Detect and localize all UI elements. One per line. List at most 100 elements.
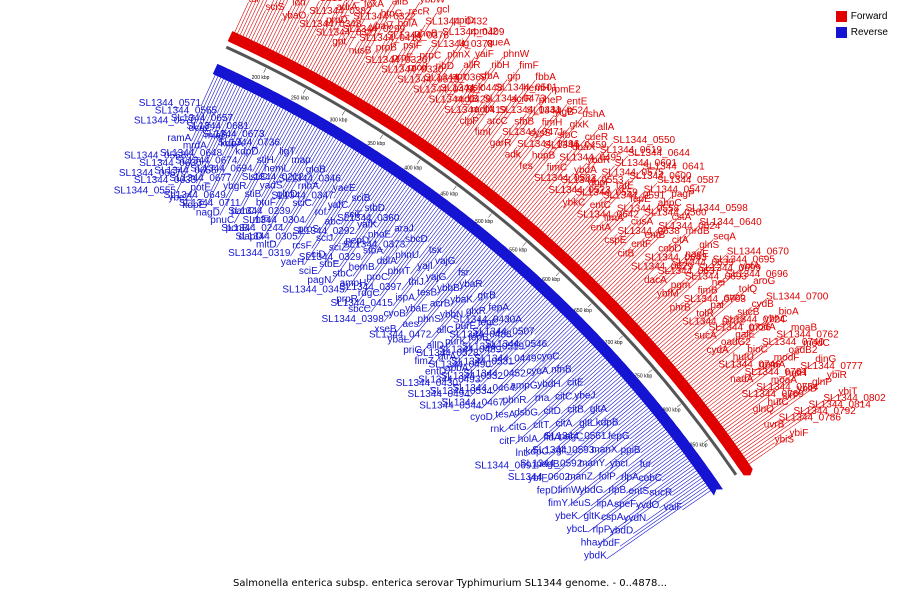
connector-line: [379, 211, 444, 297]
gene-label: fimZ: [414, 356, 433, 367]
gene-label: apbA: [445, 363, 469, 374]
connector-line: [305, 10, 337, 68]
connector-line: [595, 375, 622, 399]
gene-label: fes: [519, 161, 532, 172]
connector-line: [480, 305, 555, 383]
gene-label: SL1344_0430: [396, 378, 459, 389]
connector-line: [344, 191, 418, 293]
gene-label: queA: [487, 37, 511, 48]
gene-label: SL1344_0513: [397, 74, 460, 85]
connector-line: [342, 4, 392, 89]
connector-line: [523, 312, 561, 350]
gene-label: SL1344_0553: [561, 175, 624, 186]
gene-label: hemH: [523, 83, 550, 94]
gene-label: aes: [402, 319, 418, 330]
gene-label: ybfA: [740, 261, 760, 272]
connector-line: [505, 137, 558, 201]
connector-line: [606, 487, 709, 559]
gene-label: tesB: [417, 288, 437, 299]
connector-line: [672, 475, 701, 496]
gene-label: yaeE: [333, 183, 356, 194]
connector-line: [587, 458, 688, 533]
connector-line: [571, 348, 597, 373]
gene-label: entB: [645, 230, 666, 241]
gene-label: SL1344_0452: [463, 368, 526, 379]
gene-label: fimC: [547, 163, 568, 174]
tick-label: 300 kbp: [330, 118, 348, 124]
connector-line: [437, 56, 504, 150]
connector-line: [594, 408, 649, 454]
connector-line: [626, 256, 686, 313]
connector-line: [490, 303, 553, 368]
connector-line: [592, 196, 672, 278]
gene-label: dacA: [644, 275, 667, 286]
connector-line: [440, 123, 460, 151]
connector-line: [649, 293, 698, 338]
gene-label: fimI: [475, 127, 491, 138]
connector-line: [479, 102, 540, 180]
connector-line: [515, 170, 547, 209]
gene-label: moaB: [791, 322, 817, 333]
gene-label: stiH: [257, 155, 274, 166]
connector-line: [484, 157, 505, 184]
gene-label: moaA: [771, 375, 797, 386]
gene-label: yvdN: [624, 513, 647, 524]
connector-line: [626, 450, 683, 494]
connector-line: [366, 60, 393, 103]
connector-line: [667, 283, 754, 358]
gene-label: SL1344_0473: [483, 94, 546, 105]
connector-line: [534, 309, 559, 335]
gene-label: pnuC: [210, 215, 234, 226]
connector-line: [472, 262, 508, 303]
connector-line: [256, 0, 278, 43]
connector-line: [267, 118, 302, 181]
tick-mark: [263, 68, 267, 73]
connector-line: [288, 126, 316, 172]
gene-label: aroG: [753, 276, 775, 287]
connector-line: [488, 136, 530, 188]
connector-line: [399, 68, 436, 124]
connector-line: [295, 124, 313, 155]
connector-line: [445, 101, 484, 155]
connector-line: [613, 453, 685, 507]
gene-label: SL1344_0641: [642, 162, 705, 173]
connector-line: [726, 411, 753, 432]
connector-line: [413, 204, 435, 232]
tick-mark: [379, 134, 383, 140]
gene-label: hutC: [768, 397, 789, 408]
connector-line: [491, 125, 543, 190]
connector-line: [700, 337, 777, 398]
connector-line: [565, 169, 643, 253]
tick-mark: [587, 303, 592, 308]
connector-line: [618, 403, 645, 426]
connector-line: [610, 470, 697, 533]
gene-label: glnQ: [753, 404, 774, 415]
gene-label: dapD: [239, 231, 263, 242]
connector-line: [440, 254, 499, 323]
tick-mark: [648, 369, 653, 373]
gene-label: prpC: [420, 51, 442, 62]
connector-line: [571, 396, 639, 454]
connector-line: [353, 38, 387, 95]
gene-label: recR: [409, 6, 430, 17]
gene-label: glxR: [466, 306, 486, 317]
gene-label: lon: [292, 0, 305, 8]
forward-connector-lines: [234, 0, 839, 465]
connector-line: [311, 159, 370, 249]
connector-line: [540, 205, 563, 231]
gene-label: miaB: [205, 131, 228, 142]
gene-label: SL1344_0478: [413, 84, 476, 95]
connector-line: [649, 463, 692, 495]
gene-label: bioA: [779, 307, 799, 318]
connector-line: [526, 192, 549, 219]
gene-label: cyoA: [526, 366, 549, 377]
gene-label: uvrB: [764, 419, 785, 430]
gene-arrow: [335, 129, 354, 146]
gene-label: cspE: [604, 235, 627, 246]
gene-label: nei: [712, 277, 725, 288]
connector-line: [481, 92, 552, 182]
connector-line: [628, 434, 670, 467]
connector-line: [279, 115, 297, 146]
tick-mark: [618, 335, 623, 340]
connector-line: [570, 220, 604, 257]
